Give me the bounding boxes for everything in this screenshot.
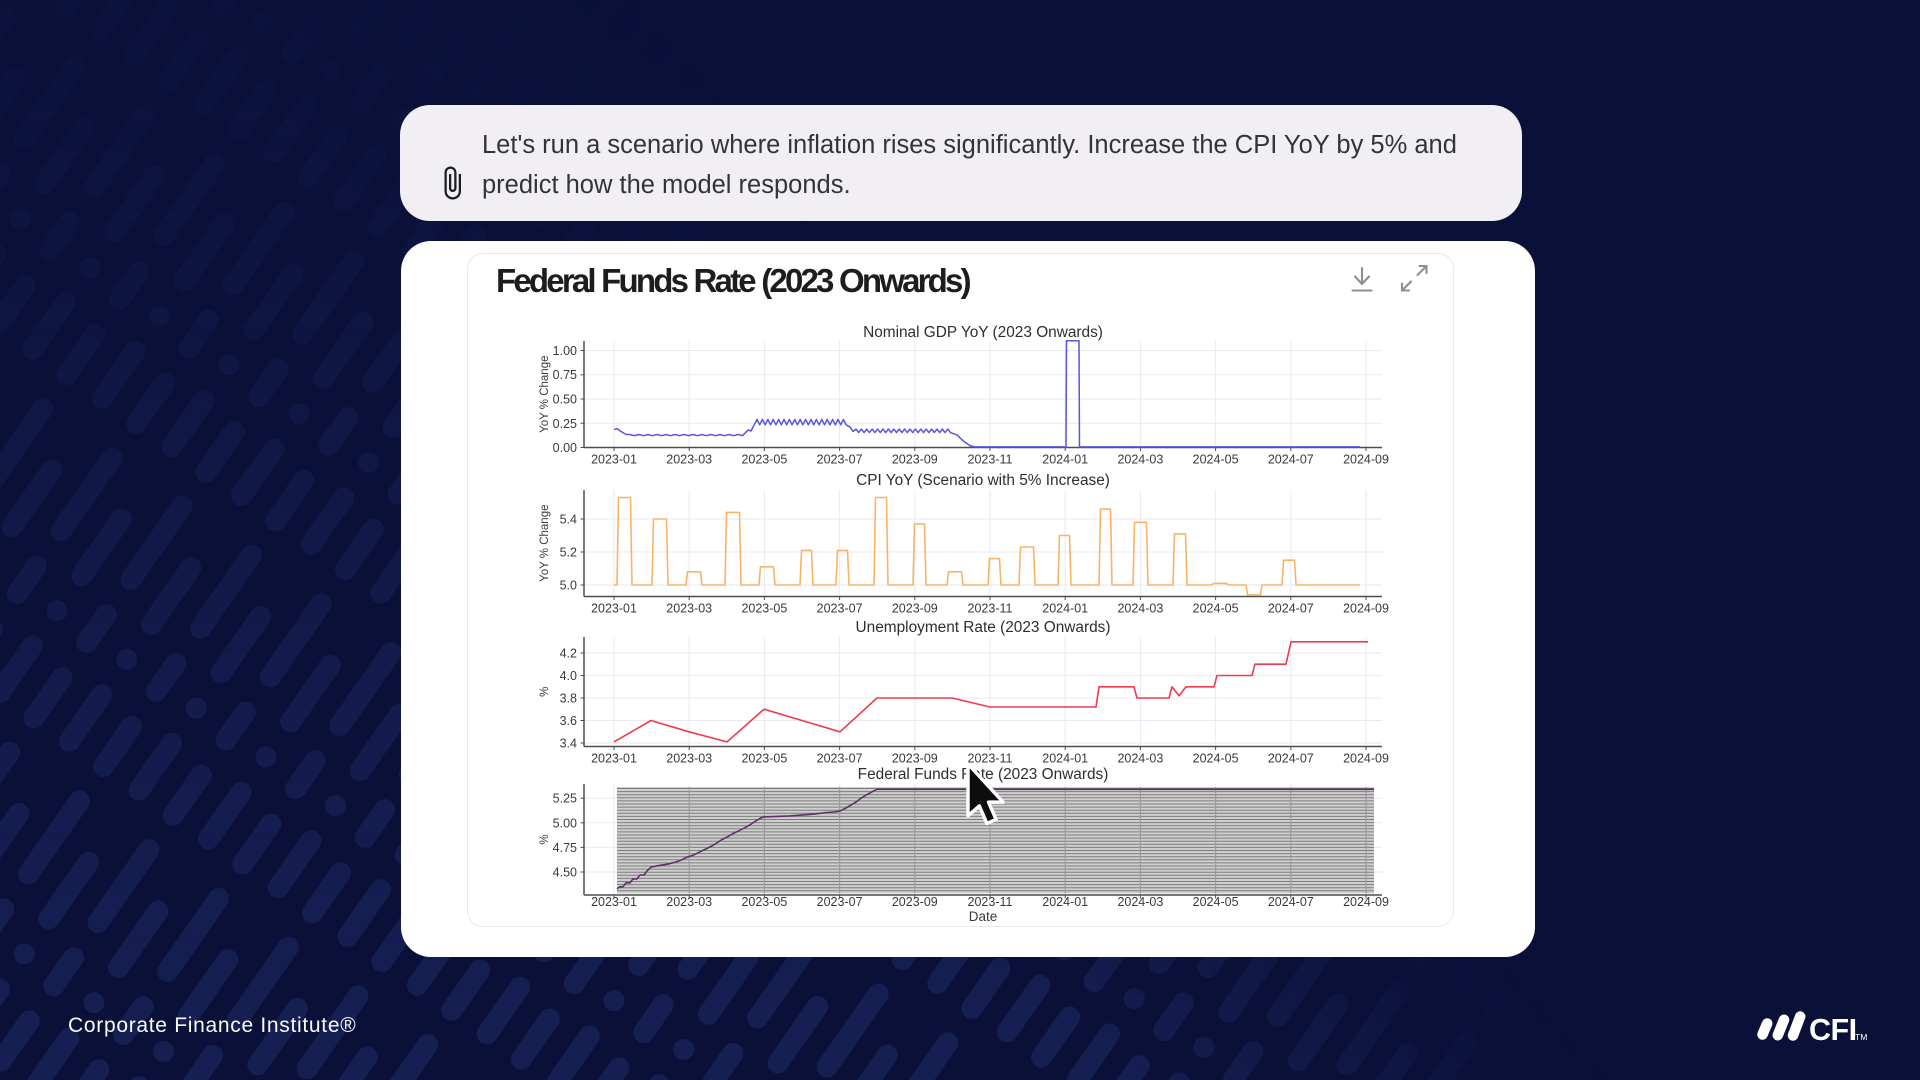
- svg-text:0.25: 0.25: [553, 417, 577, 431]
- svg-text:0.75: 0.75: [553, 368, 577, 382]
- svg-text:2024-07: 2024-07: [1268, 602, 1314, 616]
- svg-text:2024-09: 2024-09: [1343, 752, 1389, 766]
- svg-text:4.75: 4.75: [553, 841, 577, 855]
- svg-text:Date: Date: [969, 909, 998, 924]
- svg-text:2023-03: 2023-03: [666, 752, 712, 766]
- svg-text:2024-03: 2024-03: [1117, 453, 1163, 467]
- svg-text:2023-11: 2023-11: [968, 752, 1013, 766]
- svg-text:2024-09: 2024-09: [1343, 453, 1389, 467]
- svg-text:5.2: 5.2: [560, 546, 577, 560]
- svg-text:0.00: 0.00: [553, 441, 577, 455]
- svg-text:2024-07: 2024-07: [1268, 895, 1314, 909]
- svg-text:5.0: 5.0: [560, 579, 577, 593]
- svg-text:2024-07: 2024-07: [1268, 453, 1314, 467]
- svg-text:2023-01: 2023-01: [591, 752, 637, 766]
- svg-text:2023-11: 2023-11: [968, 453, 1013, 467]
- svg-text:1.00: 1.00: [553, 344, 577, 358]
- svg-text:2023-09: 2023-09: [892, 453, 938, 467]
- svg-text:2024-05: 2024-05: [1193, 895, 1239, 909]
- svg-text:TM: TM: [1855, 1032, 1867, 1042]
- svg-text:2023-07: 2023-07: [817, 752, 863, 766]
- svg-text:%: %: [539, 834, 551, 844]
- svg-text:2024-05: 2024-05: [1193, 752, 1239, 766]
- svg-text:2023-05: 2023-05: [741, 602, 787, 616]
- svg-text:2023-09: 2023-09: [892, 752, 938, 766]
- svg-text:%: %: [539, 687, 551, 697]
- svg-text:5.00: 5.00: [553, 816, 577, 830]
- svg-text:2024-03: 2024-03: [1117, 752, 1163, 766]
- svg-text:2023-09: 2023-09: [892, 602, 938, 616]
- svg-text:3.4: 3.4: [560, 737, 577, 751]
- svg-text:2024-01: 2024-01: [1042, 453, 1088, 467]
- svg-text:CFI: CFI: [1809, 1013, 1857, 1047]
- svg-text:2023-11: 2023-11: [968, 602, 1013, 616]
- svg-text:5.25: 5.25: [553, 792, 577, 806]
- svg-text:2024-01: 2024-01: [1042, 895, 1088, 909]
- svg-text:2023-05: 2023-05: [741, 752, 787, 766]
- svg-text:2023-09: 2023-09: [892, 895, 938, 909]
- svg-text:2023-03: 2023-03: [666, 602, 712, 616]
- svg-text:2023-11: 2023-11: [968, 895, 1013, 909]
- svg-text:4.2: 4.2: [560, 647, 577, 661]
- svg-text:2023-01: 2023-01: [591, 895, 637, 909]
- svg-text:2023-05: 2023-05: [741, 453, 787, 467]
- svg-text:2023-01: 2023-01: [591, 453, 637, 467]
- svg-text:2024-03: 2024-03: [1117, 895, 1163, 909]
- svg-text:0.50: 0.50: [553, 393, 577, 407]
- svg-text:2024-01: 2024-01: [1042, 602, 1088, 616]
- svg-text:2023-07: 2023-07: [817, 453, 863, 467]
- svg-text:2024-03: 2024-03: [1117, 602, 1163, 616]
- svg-text:2023-07: 2023-07: [817, 602, 863, 616]
- svg-text:YoY % Change: YoY % Change: [539, 356, 551, 433]
- svg-text:2023-01: 2023-01: [591, 602, 637, 616]
- svg-text:CPI YoY (Scenario with 5% Incr: CPI YoY (Scenario with 5% Increase): [856, 472, 1110, 489]
- svg-text:4.50: 4.50: [553, 866, 577, 880]
- svg-text:2024-07: 2024-07: [1268, 752, 1314, 766]
- svg-text:3.8: 3.8: [560, 692, 577, 706]
- svg-text:5.4: 5.4: [560, 513, 577, 527]
- svg-text:2024-09: 2024-09: [1343, 602, 1389, 616]
- svg-text:2023-03: 2023-03: [666, 895, 712, 909]
- svg-text:2024-05: 2024-05: [1193, 602, 1239, 616]
- svg-text:Federal Funds Rate (2023 Onwar: Federal Funds Rate (2023 Onwards): [858, 766, 1109, 783]
- svg-text:YoY % Change: YoY % Change: [539, 505, 551, 582]
- svg-text:2024-05: 2024-05: [1193, 453, 1239, 467]
- svg-text:2023-07: 2023-07: [817, 895, 863, 909]
- svg-text:2024-01: 2024-01: [1042, 752, 1088, 766]
- svg-text:Nominal GDP YoY (2023 Onwards): Nominal GDP YoY (2023 Onwards): [863, 324, 1103, 341]
- svg-text:Unemployment Rate (2023 Onward: Unemployment Rate (2023 Onwards): [856, 619, 1111, 636]
- svg-text:2024-09: 2024-09: [1343, 895, 1389, 909]
- svg-text:4.0: 4.0: [560, 669, 577, 683]
- svg-text:2023-03: 2023-03: [666, 453, 712, 467]
- svg-text:3.6: 3.6: [560, 714, 577, 728]
- svg-text:2023-05: 2023-05: [741, 895, 787, 909]
